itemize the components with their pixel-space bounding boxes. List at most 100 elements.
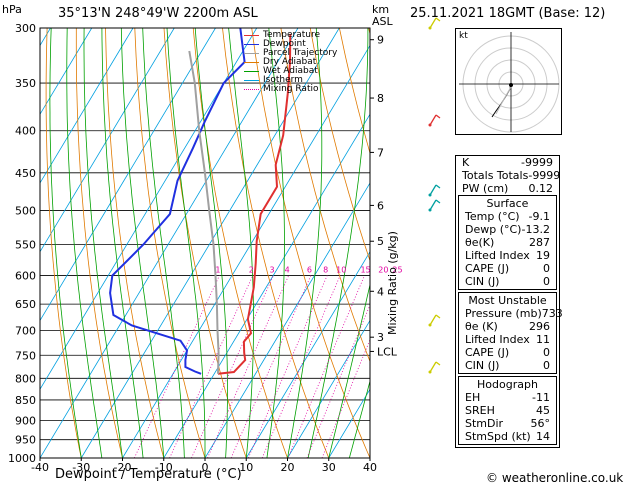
km-tick-label: 3 [377,331,384,344]
hodograph-unit: kt [459,31,468,41]
dry-adiabat-line [163,28,247,458]
wet-adiabat-line [66,28,103,458]
mixing-ratio-label: 8 [323,266,328,275]
mixing-ratio-label: 6 [307,266,312,275]
pressure-tick-label: 350 [15,77,36,90]
series-dewpoint [109,28,246,375]
legend-item-dry-adiabat: Dry Adiabat [244,58,337,67]
hodograph-plot [459,32,560,133]
surface-section: Surface Temp (°C) -9.1 Dewp (°C) -13.2 θe(… [458,195,557,290]
dry-adiabat-line [134,28,206,458]
pressure-tick-label: 700 [15,325,36,338]
dry-adiabat-line [251,28,370,458]
pressure-tick-label: 850 [15,394,36,407]
wet-adiabat-line [83,28,123,458]
mu-row: CAPE (J) 0 [465,346,550,359]
legend-swatch [244,71,259,72]
most-unstable-section: Most Unstable Pressure (mb) 733 θe (K) 296… [458,292,563,374]
temperature-tick-label: -40 [31,461,49,474]
surface-row: Temp (°C) -9.1 [465,210,550,223]
legend-item-parcel: Parcel Trajectory [244,49,337,58]
isotherm-line [245,250,370,458]
mixing-ratio-label: 1 [215,266,220,275]
dry-adiabat-line [339,28,370,155]
most-unstable-title: Most Unstable [468,294,547,307]
wind-barb [429,17,437,29]
pressure-tick-label: 500 [15,204,36,217]
x-axis-label: Dewpoint / Temperature (°C) [55,467,242,482]
wind-barb-dot [428,26,432,30]
wet-adiabat-line [142,28,185,458]
wind-barb-dot [428,323,432,327]
hodograph-section: Hodograph EH -11 SREH 45 StmDir 56° StmSpd … [458,376,557,445]
wind-barb [435,184,441,189]
wet-adiabat-line [166,28,206,458]
hodo-row: SREH 45 [465,404,550,417]
index-row-pw: PW (cm) 0.12 [462,182,553,195]
mixing-ratio-line [133,275,220,458]
surface-row: θe(K) 287 [465,236,550,249]
wind-barb-dot [428,123,432,127]
index-row-k: K -9999 [462,156,553,169]
temperature-tick-label: 10 [239,461,253,474]
legend-item-isotherm: Isotherm [244,76,337,85]
pressure-tick-label: 600 [15,270,36,283]
legend-label: Dewpoint [263,39,306,49]
isotherm-line [40,28,175,253]
wind-barb [435,199,441,204]
isotherm-line [40,28,299,458]
series-temperature [217,33,292,375]
mu-row: Pressure (mb) 733 [465,307,563,320]
pressure-tick-label: 750 [15,349,36,362]
wet-adiabat-line [349,379,370,458]
temperature-tick-label: 20 [281,461,295,474]
wet-adiabat-line [49,28,82,458]
km-tick-label: 6 [377,199,384,212]
isotherm-line [0,28,9,458]
background-lines [0,28,370,458]
isotherm-line [40,28,93,116]
dry-adiabat-line [309,28,370,262]
wind-barb [429,199,437,211]
mixing-ratio-line [169,275,254,458]
pressure-tick-label: 550 [15,238,36,251]
wind-barb [429,361,437,373]
surface-row: CIN (J) 0 [465,275,550,288]
dry-adiabat-line [75,28,123,458]
wind-barb [429,184,437,196]
legend-label: Isotherm [263,75,303,85]
surface-row: Lifted Index 19 [465,249,550,262]
km-tick-label: 8 [377,92,384,105]
legend-item-mixing-ratio: Mixing Ratio [244,85,337,94]
wet-adiabat-line [307,28,369,458]
hodo-storm-motion [509,83,513,87]
pressure-unit: hPa [2,3,22,16]
isotherm-line [204,182,370,458]
temperature-tick-label: -20 [114,461,132,474]
legend-item-wet-adiabat: Wet Adiabat [244,67,337,76]
mixing-ratio-label: 25 [392,266,402,275]
legend-label: Mixing Ratio [263,84,319,94]
datetime: 25.11.2021 18GMT (Base: 12) [410,6,606,21]
wind-barb [429,114,437,126]
legend-swatch [244,89,259,90]
temperature-tick-label: 0 [202,461,209,474]
hodo-trace [491,83,512,118]
mixing-ratio-label: 3 [269,266,274,275]
wind-barb [435,314,441,319]
mu-row: θe (K) 296 [465,320,550,333]
mixing-ratio-label: 10 [336,266,346,275]
legend-item-temperature: Temperature [244,31,337,40]
pressure-tick-label: 900 [15,414,36,427]
surface-title: Surface [486,197,529,210]
hodograph-title: Hodograph [477,378,538,391]
surface-row: Dewp (°C) -13.2 [465,223,550,236]
pressure-tick-label: 800 [15,372,36,385]
isotherm-line [40,28,258,391]
pressure-tick-label: 300 [15,22,36,35]
mixing-ratio-label: 2 [249,266,254,275]
wind-barbs [428,17,441,374]
mixing-ratio-label: 4 [285,266,290,275]
mixing-ratio-label: 15 [360,266,370,275]
